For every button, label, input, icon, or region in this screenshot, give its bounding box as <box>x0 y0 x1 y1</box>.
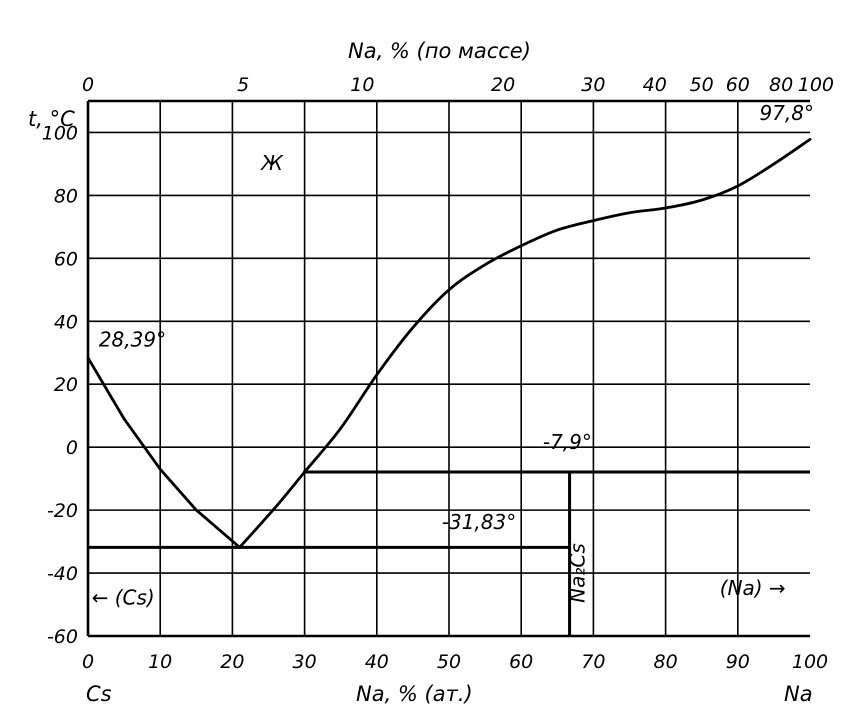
left-end-label: Cs <box>86 682 112 706</box>
y-tick-label: 80 <box>54 185 78 207</box>
annotation-label: 28,39° <box>99 327 166 351</box>
y-tick-label: -60 <box>47 626 78 648</box>
x-tick-label: 20 <box>220 651 244 673</box>
x-tick-label: 60 <box>509 651 533 673</box>
annotations: 28,39° 97,8° -7,9° -31,83° Na₂Cs Ж ← (Cs) (Na) … <box>92 101 814 610</box>
annotation-label: -31,83° <box>442 510 516 534</box>
y-tick-label: 20 <box>54 374 78 396</box>
y-tick-label: -20 <box>47 500 78 522</box>
x-tick-label: 80 <box>654 651 678 673</box>
top-tick-label: 20 <box>491 74 515 96</box>
top-axis-label: Na, % (по массе) <box>348 39 531 63</box>
y-tick-label: 100 <box>42 122 78 144</box>
top-tick-label: 30 <box>581 74 605 96</box>
y-axis-label: t, °C <box>28 107 75 131</box>
x-axis-label: Na, % (ат.) <box>356 682 473 706</box>
tick-labels: 0 10 20 30 40 50 60 70 80 90 100-60-40-20020406080… <box>42 74 834 673</box>
annotation-label: Na₂Cs <box>566 543 590 603</box>
y-tick-label: -40 <box>47 563 78 585</box>
top-tick-label: 40 <box>643 74 667 96</box>
top-tick-label: 0 <box>82 74 94 96</box>
y-tick-label: 40 <box>54 311 78 333</box>
x-tick-label: 40 <box>365 651 389 673</box>
x-tick-label: 100 <box>792 651 828 673</box>
liquidus-curve-1 <box>86 356 242 549</box>
liquidus-curves <box>86 137 812 549</box>
x-tick-label: 10 <box>148 651 172 673</box>
annotation-label: 97,8° <box>759 101 814 125</box>
top-tick-label: 50 <box>690 74 714 96</box>
top-tick-label: 10 <box>350 74 374 96</box>
annotation-label: (Na) → <box>720 576 786 600</box>
top-tick-label: 80 <box>769 74 793 96</box>
x-tick-label: 50 <box>437 651 461 673</box>
liquidus-curve-2 <box>238 137 812 549</box>
phase-lines <box>88 470 810 636</box>
x-tick-label: 90 <box>726 651 750 673</box>
top-tick-label: 100 <box>798 74 834 96</box>
annotation-label: ← (Cs) <box>92 586 155 610</box>
right-end-label: Na <box>784 682 813 706</box>
annotation-label: Ж <box>259 151 284 175</box>
x-tick-label: 70 <box>581 651 605 673</box>
annotation-label: -7,9° <box>543 430 592 454</box>
axis-labels: Na, % (по массе) t, °C Na, % (ат.) Cs Na <box>28 39 813 706</box>
y-tick-label: 0 <box>66 437 78 459</box>
top-tick-label: 5 <box>237 74 249 96</box>
grid-lines <box>88 101 810 637</box>
y-tick-label: 60 <box>54 248 78 270</box>
x-tick-label: 0 <box>82 651 94 673</box>
x-tick-label: 30 <box>293 651 317 673</box>
top-tick-label: 60 <box>726 74 750 96</box>
